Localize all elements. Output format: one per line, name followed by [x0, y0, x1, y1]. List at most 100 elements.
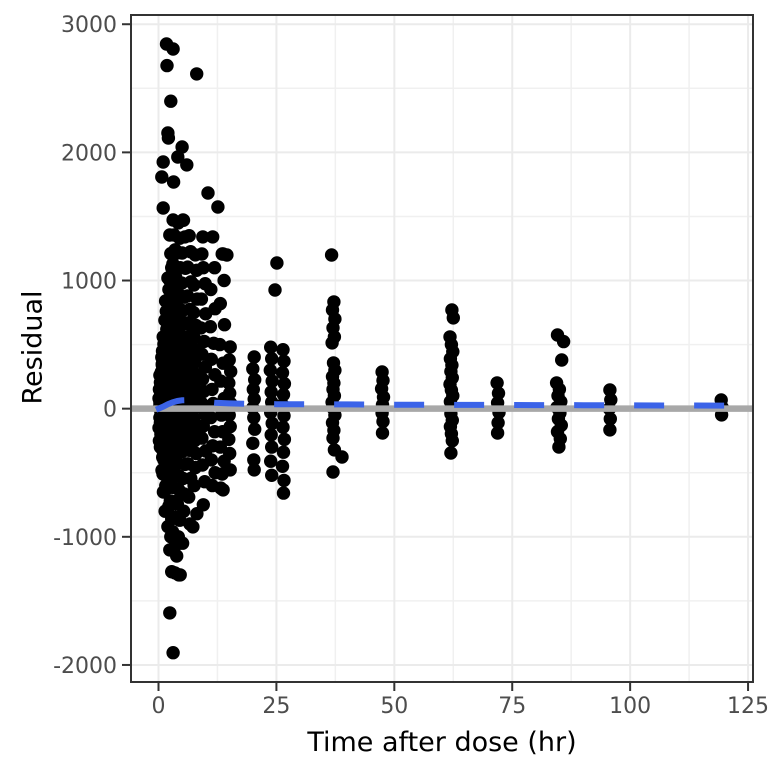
- data-point: [265, 468, 279, 482]
- data-point: [186, 520, 200, 534]
- x-tick-label: 0: [151, 694, 165, 719]
- data-point: [195, 431, 209, 445]
- data-point: [276, 445, 291, 459]
- data-point: [187, 411, 201, 425]
- x-tick-label: 100: [609, 694, 651, 719]
- data-point: [205, 382, 219, 397]
- data-point: [265, 352, 279, 366]
- data-point: [195, 247, 209, 261]
- data-point: [275, 459, 290, 473]
- data-point: [220, 248, 234, 262]
- data-point: [491, 386, 506, 400]
- data-point: [213, 296, 227, 311]
- data-point: [211, 200, 225, 214]
- data-point: [555, 353, 569, 367]
- data-point: [247, 463, 261, 477]
- data-point: [603, 423, 617, 437]
- data-point: [201, 186, 215, 200]
- data-point: [265, 440, 279, 454]
- data-point: [277, 354, 291, 368]
- data-point: [277, 473, 291, 488]
- data-point: [603, 412, 617, 426]
- data-point: [204, 410, 218, 425]
- axis-tick-marks: [122, 23, 750, 691]
- data-point: [248, 422, 262, 436]
- data-point: [276, 343, 290, 357]
- data-point: [161, 131, 176, 145]
- data-point: [171, 150, 185, 164]
- data-point: [187, 478, 201, 493]
- data-point: [246, 362, 260, 376]
- data-point: [196, 261, 210, 275]
- y-tick-label: -2000: [53, 654, 117, 679]
- data-point: [156, 201, 170, 215]
- data-point: [213, 440, 227, 454]
- data-point: [264, 340, 278, 354]
- data-point: [264, 454, 278, 468]
- data-point: [206, 230, 220, 244]
- data-point: [326, 465, 340, 479]
- data-point: [222, 432, 236, 447]
- data-point: [166, 42, 180, 56]
- data-point: [446, 311, 460, 325]
- data-point: [246, 436, 260, 450]
- y-tick-label: 0: [103, 398, 117, 423]
- data-point: [160, 58, 174, 73]
- loess-smooth-line: [154, 397, 746, 413]
- data-point: [222, 353, 236, 367]
- data-point: [325, 336, 339, 350]
- data-point: [490, 376, 504, 390]
- data-point: [375, 426, 390, 440]
- y-tick-label: 3000: [61, 13, 117, 38]
- data-point: [203, 320, 218, 334]
- data-point: [277, 432, 292, 447]
- data-point: [247, 350, 261, 364]
- data-point: [264, 385, 278, 399]
- data-point: [277, 377, 292, 391]
- data-point: [166, 646, 180, 660]
- data-point: [217, 318, 232, 332]
- data-point: [190, 67, 204, 81]
- data-point: [277, 409, 291, 423]
- data-point: [156, 155, 170, 169]
- data-point: [247, 410, 261, 425]
- data-point: [246, 382, 260, 397]
- data-point: [224, 364, 238, 379]
- data-point: [217, 273, 231, 288]
- data-point: [223, 463, 237, 477]
- data-point: [166, 175, 181, 189]
- data-point: [182, 490, 196, 504]
- data-point: [175, 536, 190, 550]
- data-point: [247, 453, 261, 467]
- y-axis-title: Residual: [17, 290, 49, 405]
- data-point: [275, 366, 290, 380]
- x-tick-label: 25: [262, 694, 290, 719]
- data-point: [335, 450, 349, 464]
- data-point: [166, 213, 180, 227]
- data-point: [196, 230, 210, 244]
- data-point: [186, 305, 201, 320]
- data-point: [222, 376, 236, 390]
- data-point: [491, 416, 505, 430]
- data-point: [177, 504, 191, 518]
- x-tick-label: 125: [727, 694, 768, 719]
- y-tick-label: 1000: [61, 270, 117, 295]
- axis-tick-labels: 0 25 50 75 100 125 -2000 -1000 0 1000 2000 3000: [53, 13, 768, 719]
- data-point: [490, 426, 505, 440]
- data-point: [216, 483, 230, 497]
- data-point: [603, 383, 617, 397]
- data-point: [445, 434, 459, 448]
- data-point: [180, 158, 194, 172]
- data-point: [376, 414, 390, 429]
- data-point: [556, 334, 571, 349]
- panel-border: [130, 14, 754, 683]
- data-point: [264, 428, 278, 442]
- data-point: [276, 420, 290, 434]
- data-point: [204, 453, 218, 467]
- data-point: [263, 363, 277, 377]
- data-point: [173, 568, 187, 582]
- data-point: [207, 261, 222, 275]
- data-point: [196, 498, 210, 512]
- data-point: [223, 386, 237, 400]
